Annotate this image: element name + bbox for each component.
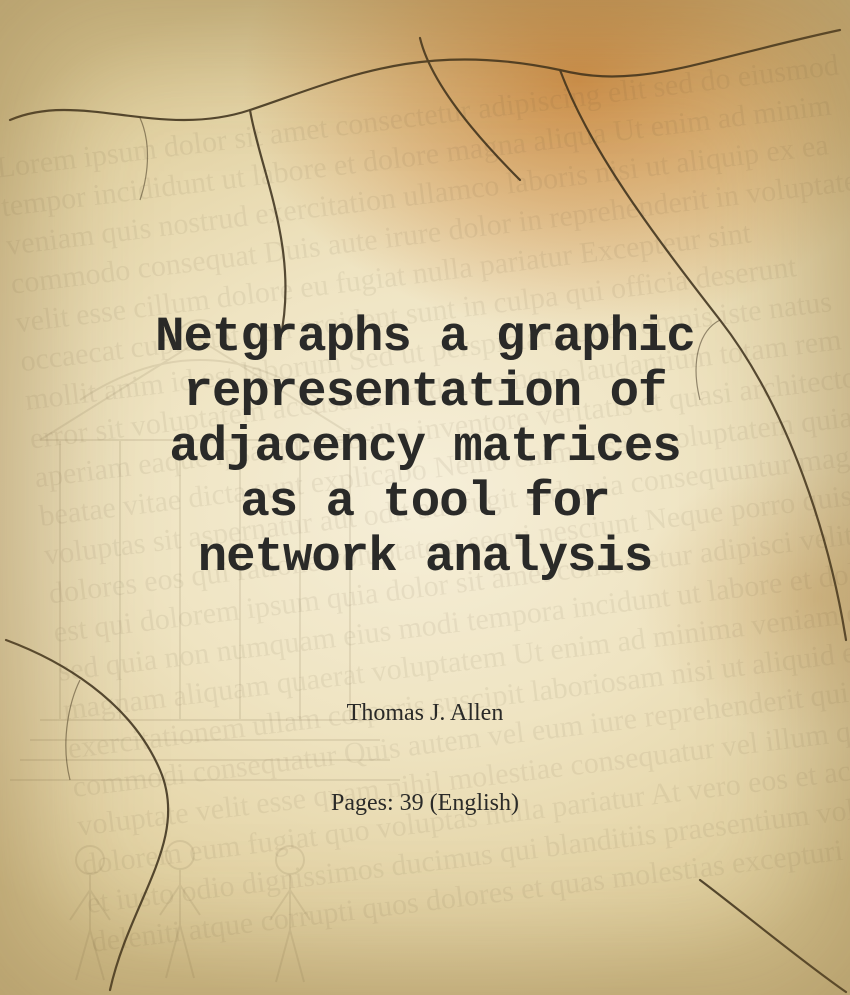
- title-line: adjacency matrices: [169, 419, 680, 475]
- author-block: Thomas J. Allen: [119, 700, 731, 727]
- pages-block: Pages: 39 (English): [119, 790, 731, 817]
- pages-label: Pages: 39 (English): [119, 790, 731, 817]
- title-block: Netgraphs a graphic representation of ad…: [119, 310, 731, 584]
- title-line: Netgraphs a graphic: [155, 309, 695, 365]
- book-title: Netgraphs a graphic representation of ad…: [119, 310, 731, 584]
- book-cover: Lorem ipsum dolor sit amet consectetur a…: [0, 0, 850, 995]
- title-line: network analysis: [198, 529, 652, 585]
- title-line: as a tool for: [240, 474, 609, 530]
- title-line: representation of: [184, 364, 667, 420]
- author-name: Thomas J. Allen: [119, 700, 731, 727]
